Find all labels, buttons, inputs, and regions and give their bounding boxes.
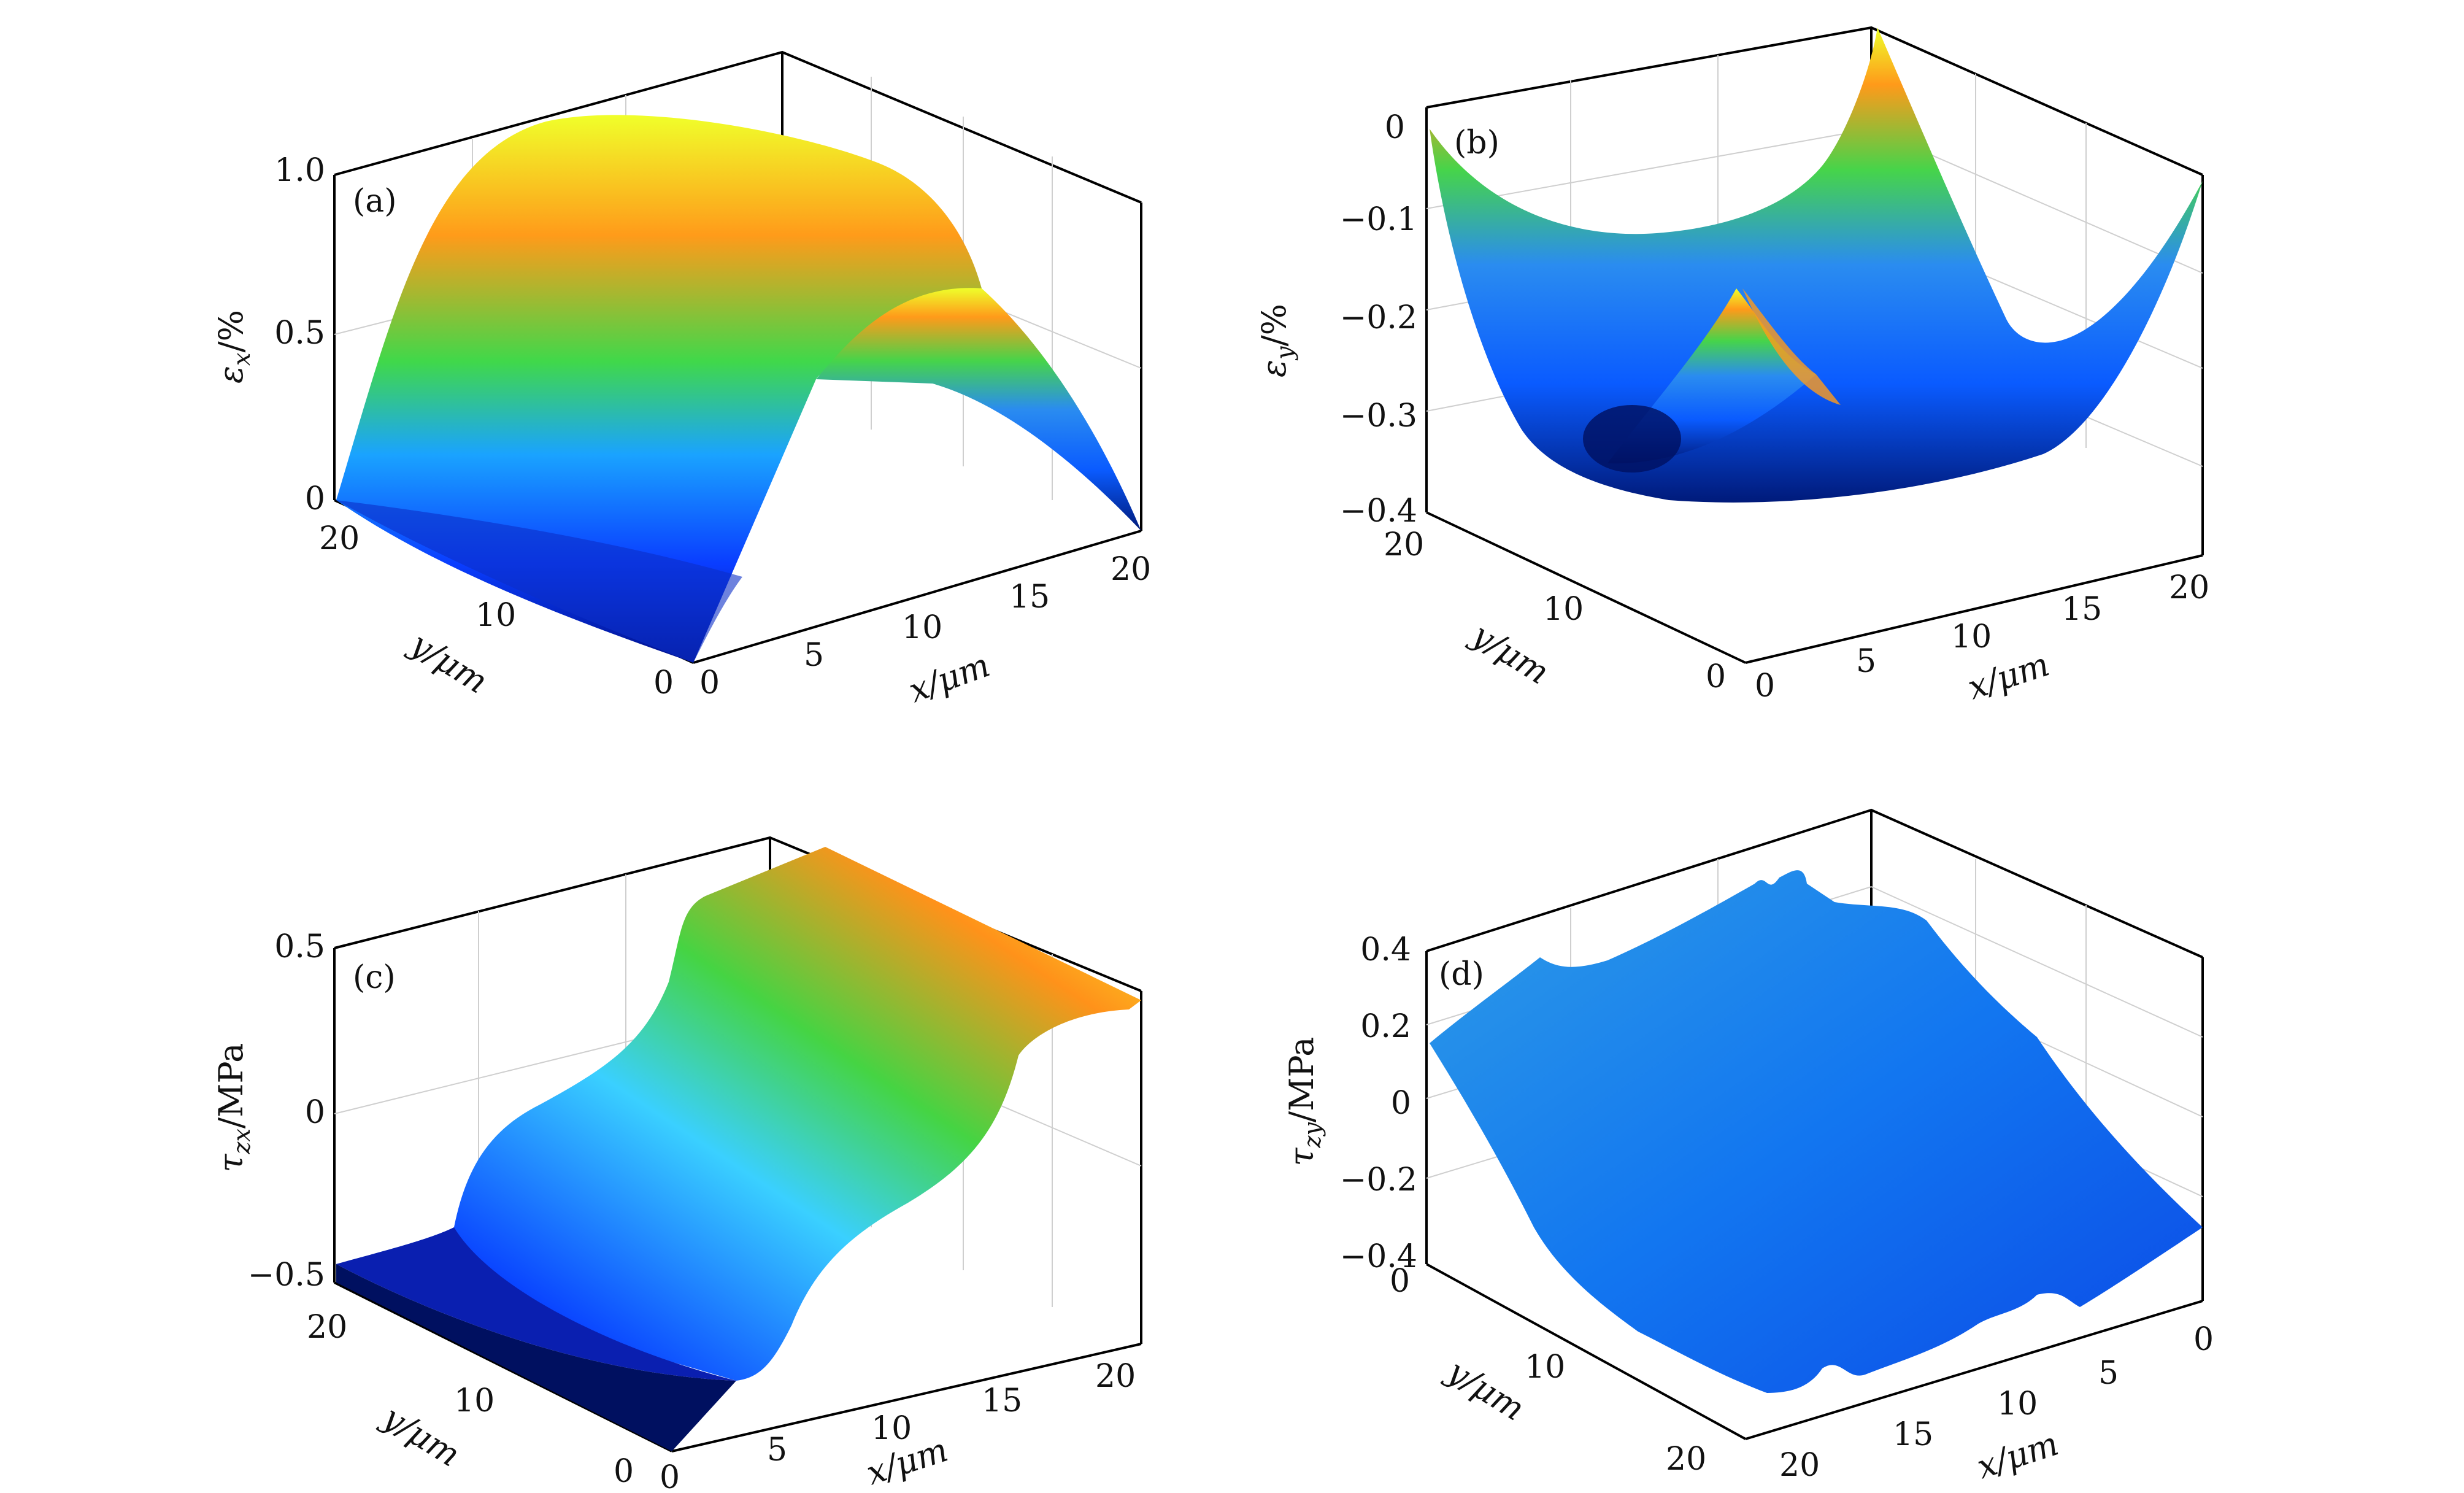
x-tick: 0 xyxy=(2193,1321,2214,1358)
z-tick: 0 xyxy=(305,480,325,517)
panel-c-yticks: 20 10 0 xyxy=(307,1309,634,1490)
panel-c: (c) 0.5 0 −0.5 τzx/MPa 20 10 0 y/μm 0 5 … xyxy=(212,836,1142,1493)
z-tick: −0.1 xyxy=(1340,201,1417,238)
panel-d-xticks: 20 15 10 5 0 xyxy=(1779,1321,2214,1484)
panel-b-label: (b) xyxy=(1454,125,1500,161)
panel-d-ylabel: y/μm xyxy=(1439,1351,1531,1429)
panel-d: (d) 0.4 0.2 0 −0.2 −0.4 τzy/MPa 0 10 20 … xyxy=(1282,808,2214,1487)
y-tick: 0 xyxy=(1390,1263,1410,1300)
x-tick: 20 xyxy=(1779,1447,1820,1484)
z-tick: −0.2 xyxy=(1340,1162,1417,1198)
z-tick: 1.0 xyxy=(274,152,325,189)
y-tick: 0 xyxy=(1706,658,1726,695)
panel-c-surface xyxy=(336,847,1141,1451)
panel-b-ylabel: y/μm xyxy=(1464,615,1556,692)
panel-d-zlabel: τzy/MPa xyxy=(1282,1037,1326,1167)
panel-a-yticks: 20 10 0 xyxy=(319,520,674,701)
panel-d-label: (d) xyxy=(1439,956,1484,993)
x-tick: 15 xyxy=(1009,579,1050,615)
z-tick: 0.5 xyxy=(274,928,325,965)
x-tick: 0 xyxy=(699,665,720,701)
panel-c-ylabel: y/μm xyxy=(375,1397,467,1475)
x-tick: 15 xyxy=(1893,1416,1933,1453)
y-tick: 20 xyxy=(1384,527,1424,563)
panel-b-yticks: 20 10 0 xyxy=(1384,527,1726,695)
panel-c-xticks: 0 5 10 15 20 xyxy=(660,1358,1136,1493)
y-tick: 20 xyxy=(1666,1441,1706,1478)
panel-d-zticks: 0.4 0.2 0 −0.2 −0.4 xyxy=(1340,932,1417,1275)
panel-d-yticks: 0 10 20 xyxy=(1390,1263,1706,1478)
panel-b: (b) 0 −0.1 −0.2 −0.3 −0.4 εy/% 20 10 0 y… xyxy=(1255,26,2209,707)
y-tick: 20 xyxy=(307,1309,347,1346)
x-tick: 10 xyxy=(1997,1386,2038,1422)
y-tick: 0 xyxy=(614,1453,634,1490)
panel-a-zlabel: εx/% xyxy=(212,310,255,384)
x-tick: 20 xyxy=(2169,569,2209,606)
panel-a-ylabel: y/μm xyxy=(402,624,495,701)
z-tick: −0.2 xyxy=(1340,299,1417,336)
x-tick: 10 xyxy=(1951,619,1992,655)
z-tick: −0.4 xyxy=(1340,1238,1417,1275)
panel-d-surface xyxy=(1430,870,2203,1393)
x-tick: 10 xyxy=(902,609,942,646)
z-tick: 0 xyxy=(1385,109,1405,146)
x-tick: 10 xyxy=(871,1410,912,1447)
panel-d-xlabel: x/μm xyxy=(1973,1424,2063,1487)
panel-b-zticks: 0 −0.1 −0.2 −0.3 −0.4 xyxy=(1340,109,1417,530)
x-tick: 5 xyxy=(804,637,824,674)
panel-c-zlabel: τzx/MPa xyxy=(212,1043,255,1173)
panel-a-xlabel: x/μm xyxy=(904,646,995,710)
panel-c-zticks: 0.5 0 −0.5 xyxy=(248,928,325,1294)
y-tick: 0 xyxy=(653,665,674,701)
x-tick: 5 xyxy=(1856,643,1876,680)
panel-b-xticks: 0 5 10 15 20 xyxy=(1755,569,2209,704)
y-tick: 10 xyxy=(475,597,516,634)
z-tick: 0.2 xyxy=(1360,1008,1411,1045)
x-tick: 5 xyxy=(767,1432,787,1468)
y-tick: 10 xyxy=(1525,1349,1565,1386)
x-tick: 5 xyxy=(2098,1355,2119,1392)
y-tick: 20 xyxy=(319,520,360,557)
panel-b-zlabel: εy/% xyxy=(1255,304,1298,377)
z-tick: 0.4 xyxy=(1360,932,1411,968)
z-tick: 0 xyxy=(1391,1085,1411,1122)
x-tick: 20 xyxy=(1095,1358,1136,1395)
x-tick: 20 xyxy=(1111,551,1151,588)
panel-a-surface xyxy=(336,115,1141,663)
z-tick: −0.3 xyxy=(1340,398,1417,434)
z-tick: 0 xyxy=(305,1094,325,1131)
x-tick: 15 xyxy=(2062,591,2102,628)
panel-c-label: (c) xyxy=(353,959,396,996)
z-tick: −0.4 xyxy=(1340,493,1417,530)
y-tick: 10 xyxy=(454,1383,495,1419)
z-tick: −0.5 xyxy=(248,1257,325,1294)
y-tick: 10 xyxy=(1543,591,1584,628)
z-tick: 0.5 xyxy=(274,315,325,352)
panel-a-label: (a) xyxy=(353,183,397,220)
panel-a: (a) 1.0 0.5 0 εx/% 20 10 0 y/μm 0 5 10 1… xyxy=(212,50,1151,710)
x-tick: 0 xyxy=(1755,668,1775,704)
x-tick: 15 xyxy=(982,1383,1022,1419)
panel-a-zticks: 1.0 0.5 0 xyxy=(274,152,325,517)
panel-b-surface xyxy=(1430,28,2203,503)
x-tick: 0 xyxy=(660,1459,680,1493)
panel-a-xticks: 0 5 10 15 20 xyxy=(699,551,1151,701)
